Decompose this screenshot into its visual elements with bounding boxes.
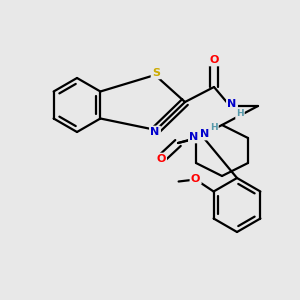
Text: N: N bbox=[189, 132, 199, 142]
Text: N: N bbox=[227, 99, 237, 109]
Text: H: H bbox=[236, 110, 244, 118]
Text: N: N bbox=[150, 127, 160, 137]
Text: H: H bbox=[210, 122, 218, 131]
Text: N: N bbox=[200, 129, 210, 139]
Text: O: O bbox=[209, 55, 219, 65]
Text: O: O bbox=[156, 154, 166, 164]
Text: S: S bbox=[152, 68, 160, 78]
Text: O: O bbox=[191, 173, 200, 184]
